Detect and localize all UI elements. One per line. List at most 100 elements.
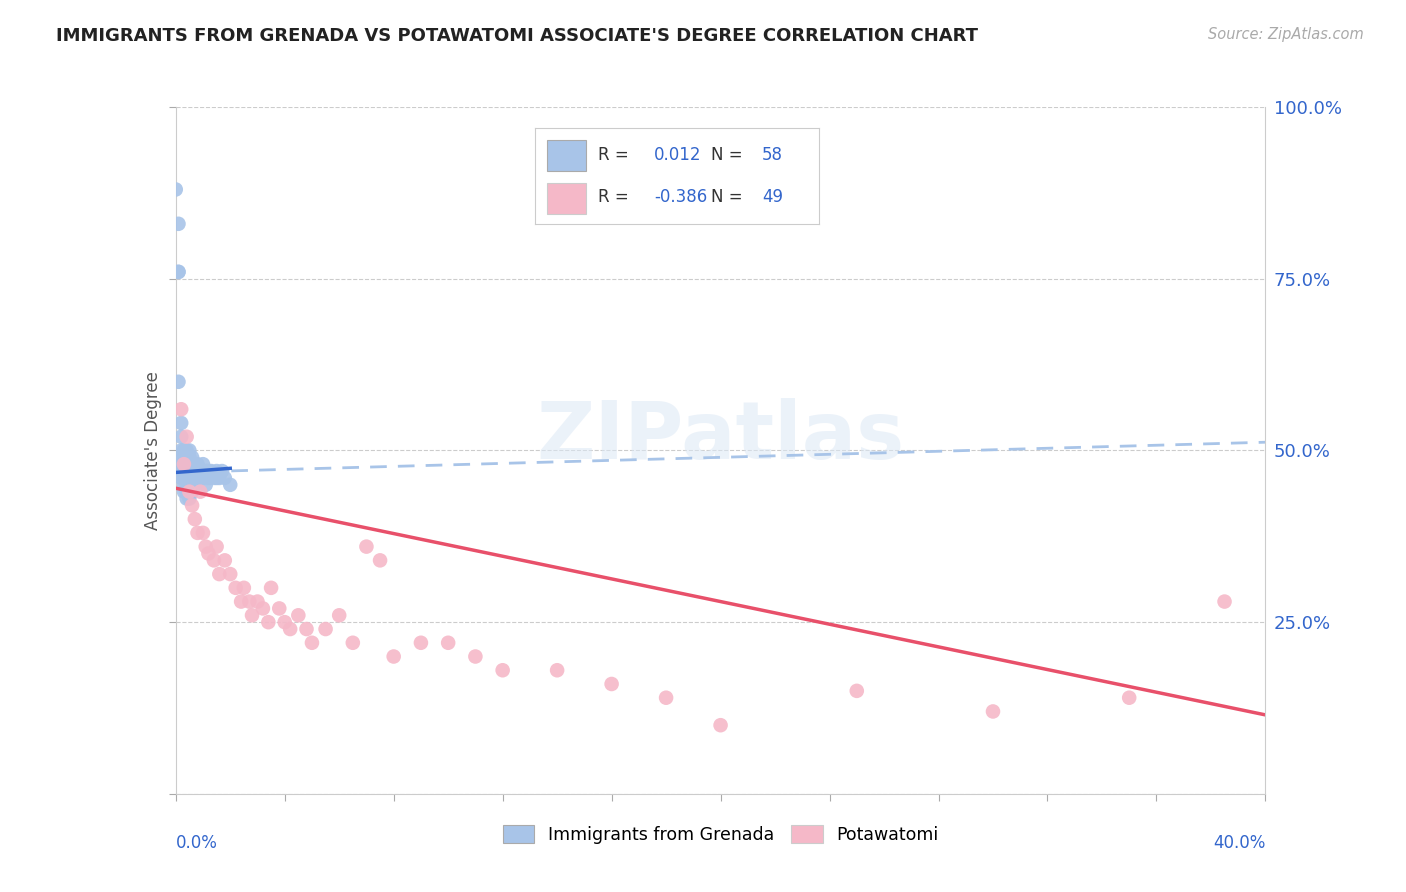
Point bbox=[179, 478, 201, 492]
Point bbox=[356, 540, 378, 554]
Point bbox=[173, 457, 195, 471]
Point bbox=[260, 581, 283, 595]
Point bbox=[232, 581, 254, 595]
Point bbox=[409, 636, 432, 650]
Point bbox=[186, 525, 209, 540]
Point bbox=[176, 471, 198, 485]
Point bbox=[186, 457, 209, 471]
Point bbox=[845, 683, 868, 698]
Point bbox=[278, 622, 301, 636]
Point bbox=[170, 450, 193, 465]
Point bbox=[269, 601, 291, 615]
Point bbox=[219, 478, 242, 492]
Point bbox=[170, 416, 193, 430]
Point bbox=[208, 471, 231, 485]
Point bbox=[257, 615, 280, 630]
Point bbox=[655, 690, 678, 705]
Point bbox=[176, 443, 198, 458]
Point bbox=[170, 430, 193, 444]
Point bbox=[197, 471, 219, 485]
Point bbox=[181, 450, 204, 465]
Point bbox=[170, 457, 193, 471]
Point bbox=[342, 636, 364, 650]
Point bbox=[214, 471, 236, 485]
Text: Source: ZipAtlas.com: Source: ZipAtlas.com bbox=[1208, 27, 1364, 42]
Point bbox=[188, 484, 211, 499]
Point bbox=[181, 484, 204, 499]
Point bbox=[181, 457, 204, 471]
Point bbox=[173, 478, 195, 492]
Point bbox=[295, 622, 318, 636]
Point bbox=[200, 464, 222, 478]
Legend: Immigrants from Grenada, Potawatomi: Immigrants from Grenada, Potawatomi bbox=[495, 818, 946, 850]
Point bbox=[492, 663, 515, 677]
Point bbox=[179, 443, 201, 458]
Point bbox=[170, 464, 193, 478]
Point bbox=[246, 594, 269, 608]
Point bbox=[179, 484, 201, 499]
Point bbox=[184, 478, 207, 492]
Point bbox=[328, 608, 350, 623]
Point bbox=[202, 553, 225, 567]
Point bbox=[170, 402, 193, 417]
Point bbox=[173, 450, 195, 465]
Point bbox=[238, 594, 260, 608]
Point bbox=[176, 464, 198, 478]
Point bbox=[194, 478, 217, 492]
Point bbox=[315, 622, 337, 636]
Point bbox=[173, 471, 195, 485]
Text: ZIPatlas: ZIPatlas bbox=[537, 398, 904, 475]
Point bbox=[225, 581, 247, 595]
Point bbox=[165, 182, 187, 196]
Point bbox=[179, 484, 201, 499]
Point bbox=[173, 457, 195, 471]
Point bbox=[981, 705, 1004, 719]
Point bbox=[176, 491, 198, 506]
Point bbox=[179, 491, 201, 506]
Point bbox=[176, 484, 198, 499]
Y-axis label: Associate's Degree: Associate's Degree bbox=[143, 371, 162, 530]
Point bbox=[184, 457, 207, 471]
Point bbox=[600, 677, 623, 691]
Point bbox=[167, 375, 190, 389]
Text: 40.0%: 40.0% bbox=[1213, 834, 1265, 852]
Point bbox=[188, 464, 211, 478]
Point bbox=[186, 471, 209, 485]
Point bbox=[382, 649, 405, 664]
Point bbox=[181, 499, 204, 513]
Point bbox=[202, 471, 225, 485]
Point bbox=[176, 430, 198, 444]
Text: 0.0%: 0.0% bbox=[176, 834, 218, 852]
Text: IMMIGRANTS FROM GRENADA VS POTAWATOMI ASSOCIATE'S DEGREE CORRELATION CHART: IMMIGRANTS FROM GRENADA VS POTAWATOMI AS… bbox=[56, 27, 979, 45]
Point bbox=[167, 265, 190, 279]
Point bbox=[194, 540, 217, 554]
Point bbox=[167, 217, 190, 231]
Point bbox=[437, 636, 460, 650]
Point bbox=[464, 649, 486, 664]
Point bbox=[211, 464, 233, 478]
Point bbox=[710, 718, 733, 732]
Point bbox=[546, 663, 568, 677]
Point bbox=[170, 471, 193, 485]
Point bbox=[205, 464, 228, 478]
Point bbox=[191, 464, 214, 478]
Point bbox=[191, 525, 214, 540]
Point bbox=[301, 636, 323, 650]
Point bbox=[186, 464, 209, 478]
Point bbox=[287, 608, 309, 623]
Point bbox=[191, 471, 214, 485]
Point bbox=[179, 464, 201, 478]
Point bbox=[208, 567, 231, 582]
Point bbox=[191, 457, 214, 471]
Point bbox=[231, 594, 253, 608]
Point bbox=[219, 567, 242, 582]
Point bbox=[368, 553, 391, 567]
Point bbox=[170, 443, 193, 458]
Point bbox=[197, 546, 219, 561]
Point bbox=[173, 443, 195, 458]
Point bbox=[173, 484, 195, 499]
Point bbox=[205, 471, 228, 485]
Point bbox=[252, 601, 274, 615]
Point bbox=[194, 464, 217, 478]
Point bbox=[1213, 594, 1236, 608]
